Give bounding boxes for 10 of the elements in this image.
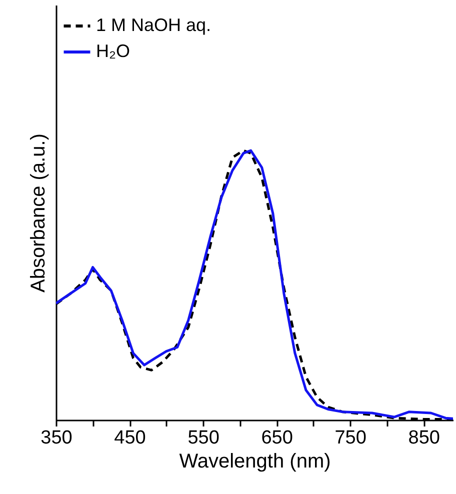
x-tick-label: 550 bbox=[188, 428, 220, 448]
y-axis-title: Absorbance (a.u.) bbox=[28, 134, 50, 292]
x-tick-label: 650 bbox=[261, 428, 293, 448]
x-axis-title: Wavelength (nm) bbox=[179, 450, 331, 472]
x-tick-label: 350 bbox=[40, 428, 72, 448]
legend-label: H₂O bbox=[96, 41, 130, 61]
x-tick-label: 750 bbox=[334, 428, 366, 448]
legend-label: 1 M NaOH aq. bbox=[96, 15, 212, 35]
x-tick-label: 850 bbox=[408, 428, 440, 448]
x-tick-label: 450 bbox=[114, 428, 146, 448]
